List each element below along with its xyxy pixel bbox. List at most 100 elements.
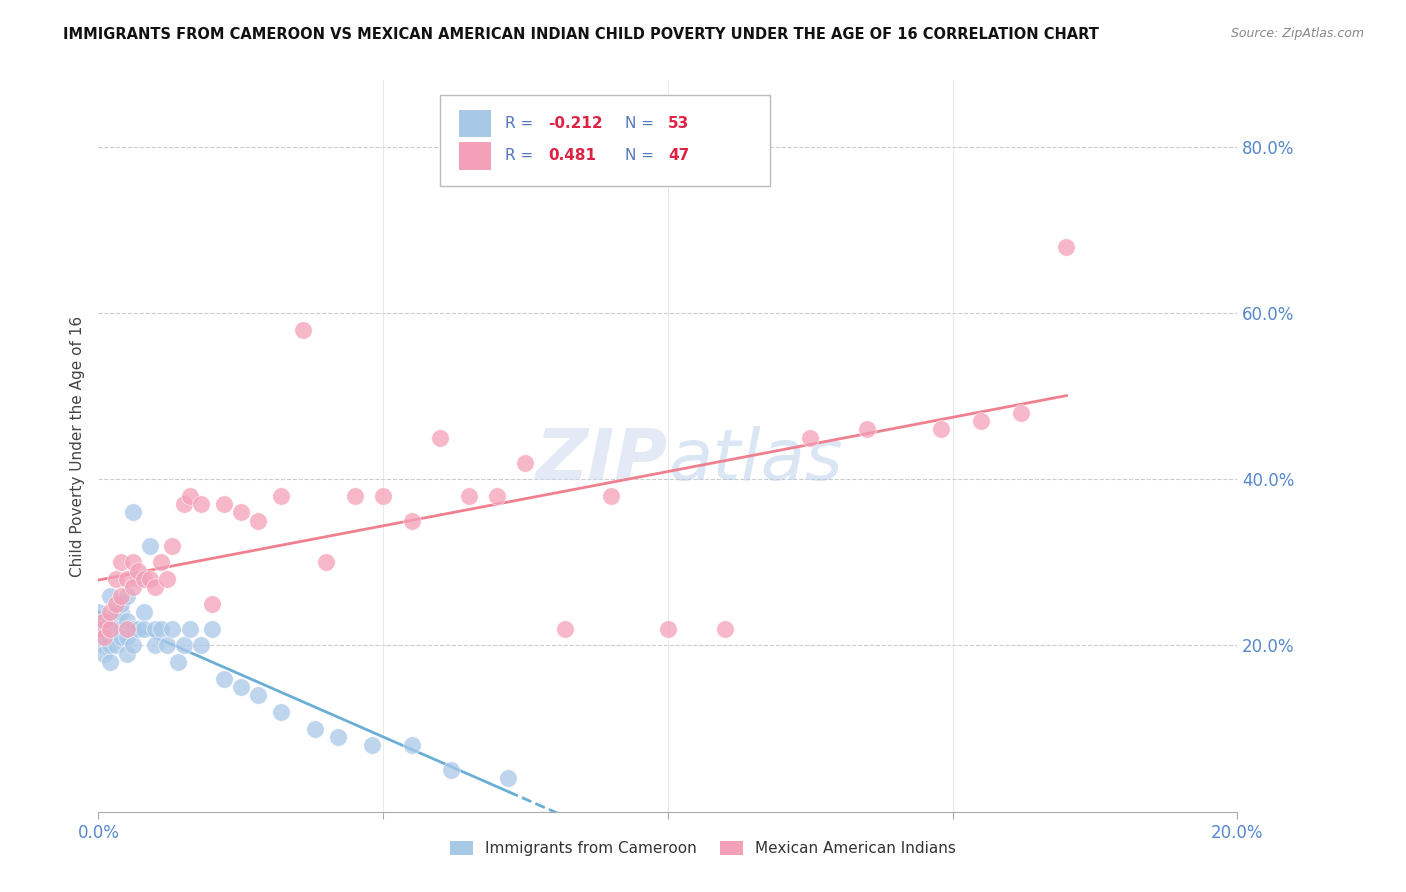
Point [162, 622, 184, 636]
Text: N =: N = [624, 116, 658, 131]
Point [246, 514, 269, 528]
Point [98, 589, 121, 603]
Point [93, 630, 115, 644]
Text: 0.481: 0.481 [548, 148, 596, 163]
Point [292, 323, 315, 337]
Point [93, 639, 115, 653]
Point [98, 605, 121, 619]
Point [190, 639, 212, 653]
Point [98, 655, 121, 669]
Point [179, 489, 201, 503]
Point [115, 589, 138, 603]
Point [150, 622, 173, 636]
Point [98, 639, 121, 653]
Point [93, 614, 115, 628]
Text: N =: N = [624, 148, 658, 163]
Point [138, 539, 160, 553]
Point [145, 580, 167, 594]
Point [115, 647, 138, 661]
Point [110, 622, 132, 636]
Point [229, 680, 252, 694]
Point [156, 572, 179, 586]
Point [799, 431, 821, 445]
Point [121, 555, 143, 569]
Point [127, 622, 149, 636]
Point [212, 672, 235, 686]
Point [104, 630, 127, 644]
Y-axis label: Child Poverty Under the Age of 16: Child Poverty Under the Age of 16 [69, 316, 84, 576]
Point [440, 763, 463, 777]
Point [173, 639, 195, 653]
Point [115, 572, 138, 586]
Point [121, 580, 143, 594]
Point [179, 622, 201, 636]
Point [429, 431, 451, 445]
Point [554, 622, 576, 636]
Point [132, 622, 155, 636]
Point [87, 622, 110, 636]
Point [270, 705, 292, 719]
Point [98, 614, 121, 628]
Point [246, 689, 269, 703]
Point [138, 572, 160, 586]
Point [104, 572, 127, 586]
FancyBboxPatch shape [460, 142, 491, 169]
Point [304, 722, 326, 736]
Point [127, 564, 149, 578]
Text: IMMIGRANTS FROM CAMEROON VS MEXICAN AMERICAN INDIAN CHILD POVERTY UNDER THE AGE : IMMIGRANTS FROM CAMEROON VS MEXICAN AMER… [63, 27, 1099, 42]
Point [201, 597, 224, 611]
Point [121, 506, 143, 520]
Text: 53: 53 [668, 116, 689, 131]
Text: atlas: atlas [668, 426, 842, 495]
Point [401, 738, 423, 752]
Point [104, 622, 127, 636]
Point [115, 622, 138, 636]
Point [657, 622, 679, 636]
Point [714, 622, 737, 636]
Text: Source: ZipAtlas.com: Source: ZipAtlas.com [1230, 27, 1364, 40]
Point [498, 772, 520, 786]
Point [132, 572, 155, 586]
Point [121, 622, 143, 636]
Point [104, 605, 127, 619]
Point [110, 630, 132, 644]
Point [201, 622, 224, 636]
Point [121, 639, 143, 653]
Point [98, 622, 121, 636]
Point [970, 414, 993, 428]
Legend: Immigrants from Cameroon, Mexican American Indians: Immigrants from Cameroon, Mexican Americ… [444, 835, 962, 862]
Point [93, 614, 115, 628]
Text: R =: R = [505, 148, 543, 163]
Point [87, 605, 110, 619]
Point [145, 622, 167, 636]
Point [104, 639, 127, 653]
Point [115, 630, 138, 644]
Point [373, 489, 395, 503]
Point [93, 622, 115, 636]
Point [457, 489, 479, 503]
Text: 47: 47 [668, 148, 689, 163]
Point [929, 422, 952, 436]
Point [167, 655, 190, 669]
Point [87, 622, 110, 636]
Point [145, 639, 167, 653]
Point [110, 597, 132, 611]
Point [132, 605, 155, 619]
Point [110, 605, 132, 619]
Point [150, 555, 173, 569]
FancyBboxPatch shape [460, 110, 491, 137]
Point [156, 639, 179, 653]
Point [270, 489, 292, 503]
Point [212, 497, 235, 511]
Point [104, 614, 127, 628]
Point [326, 730, 349, 744]
Point [93, 647, 115, 661]
Point [343, 489, 366, 503]
Point [360, 738, 382, 752]
Point [162, 539, 184, 553]
Point [93, 630, 115, 644]
Point [401, 514, 423, 528]
Point [98, 622, 121, 636]
Point [315, 555, 337, 569]
Point [115, 614, 138, 628]
